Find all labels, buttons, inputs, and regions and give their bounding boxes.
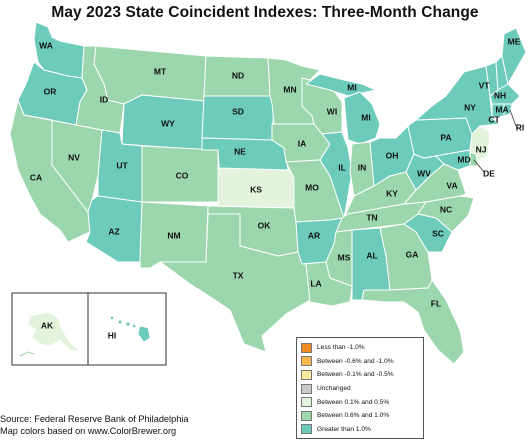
state-label-ak: AK [41,320,54,330]
state-label-wy: WY [161,118,175,128]
state-label-sc: SC [432,228,444,238]
state-label-nc: NC [440,204,452,214]
state-label-tn: TN [366,212,377,222]
state-label-fl: FL [431,298,441,308]
state-label-wi: WI [327,106,337,116]
state-label-in: IN [358,162,367,172]
state-label-wa: WA [39,40,53,50]
state-label-nj: NJ [476,144,487,154]
source-line: Source: Federal Reserve Bank of Philadel… [0,414,189,424]
state-IL[interactable] [319,131,353,219]
legend-swatch [301,369,312,380]
state-label-nh: NH [494,90,506,100]
state-AK[interactable] [27,311,82,353]
state-label-al: AL [366,250,377,260]
state-label-ne: NE [234,146,246,156]
legend-swatch [301,356,312,367]
state-label-md: MD [457,154,470,164]
state-label-wv: WV [417,168,431,178]
state-label-ia: IA [298,138,307,148]
legend-label: Between 0.1% and 0.5% [317,398,390,406]
state-label-ms: MS [338,252,351,262]
legend-label: Between -0.6% and -1.0% [317,357,394,365]
state-label-ar: AR [308,230,320,240]
legend-item: Less than -1.0% [301,341,419,355]
legend-label: Between -0.1% and -0.5% [317,371,394,379]
state-MI-upper[interactable] [305,73,377,97]
legend-item: Greater than 1.0% [301,423,419,437]
alaska-aleutian-islands [19,351,35,357]
legend-item: Between -0.1% and -0.5% [301,368,419,382]
legend-label: Less than -1.0% [317,344,365,352]
state-label-id: ID [100,94,109,104]
hawaii-inset-frame [87,292,167,366]
state-label-or: OR [44,86,57,96]
state-label-az: AZ [108,226,119,236]
state-label-ny: NY [464,102,476,112]
state-label-pa: PA [440,132,451,142]
state-ME[interactable] [501,27,527,85]
state-label-ct: CT [488,114,500,124]
state-label-nv: NV [68,152,80,162]
state-label-ut: UT [116,160,128,170]
legend-item: Unchanged [301,382,419,396]
legend-label: Unchanged [317,385,351,393]
state-FL[interactable] [361,279,465,365]
state-label-me: ME [508,36,521,46]
state-label-mi: MI [361,112,370,122]
legend-item: Between 0.6% and 1.0% [301,409,419,423]
state-label-nd: ND [232,70,244,80]
state-label-ca: CA [30,172,42,182]
state-TX[interactable] [159,213,311,353]
state-label-ma: MA [495,104,508,114]
legend-item: Between 0.1% and 0.5% [301,395,419,409]
legend-label: Between 0.6% and 1.0% [317,412,390,420]
legend-swatch [301,383,312,394]
state-label-mt: MT [154,66,167,76]
state-label-sd: SD [232,106,244,116]
state-label-mn: MN [283,84,296,94]
state-MD[interactable] [423,149,471,171]
state-NY[interactable] [415,65,501,135]
legend-label: Greater than 1.0% [317,425,371,433]
state-label-il: IL [338,162,346,172]
legend-swatch [301,424,312,435]
legend-swatch [301,410,312,421]
state-label-oh: OH [386,150,399,160]
state-label-hi: HI [108,330,117,340]
state-label-mi-up: MI [347,82,356,92]
state-label-mo: MO [305,182,319,192]
state-MI[interactable] [343,91,381,145]
state-label-ga: GA [406,249,419,259]
state-label-la: LA [310,278,321,288]
legend-item: Between -0.6% and -1.0% [301,355,419,369]
state-label-de: DE [483,168,495,178]
state-RI[interactable] [503,103,513,117]
colorbrewer-credit: Map colors based on www.ColorBrewer.org [0,426,177,436]
state-label-ky: KY [386,188,398,198]
state-label-ok: OK [258,220,272,230]
state-label-tx: TX [233,270,244,280]
source-note: Source: Federal Reserve Bank of Philadel… [0,413,188,437]
state-label-vt: VT [479,80,491,90]
map-legend: Less than -1.0% Between -0.6% and -1.0% Be… [296,337,424,439]
legend-swatch [301,342,312,353]
legend-swatch [301,397,312,408]
map-title: May 2023 State Coincident Indexes: Three… [51,4,479,21]
state-label-ks: KS [250,184,262,194]
state-label-va: VA [446,180,457,190]
state-SD[interactable] [201,95,275,141]
state-label-nm: NM [167,230,180,240]
state-label-co: CO [176,170,189,180]
state-HI[interactable] [110,316,151,343]
state-label-ri: RI [516,122,525,132]
label-leader-lines [473,109,517,173]
